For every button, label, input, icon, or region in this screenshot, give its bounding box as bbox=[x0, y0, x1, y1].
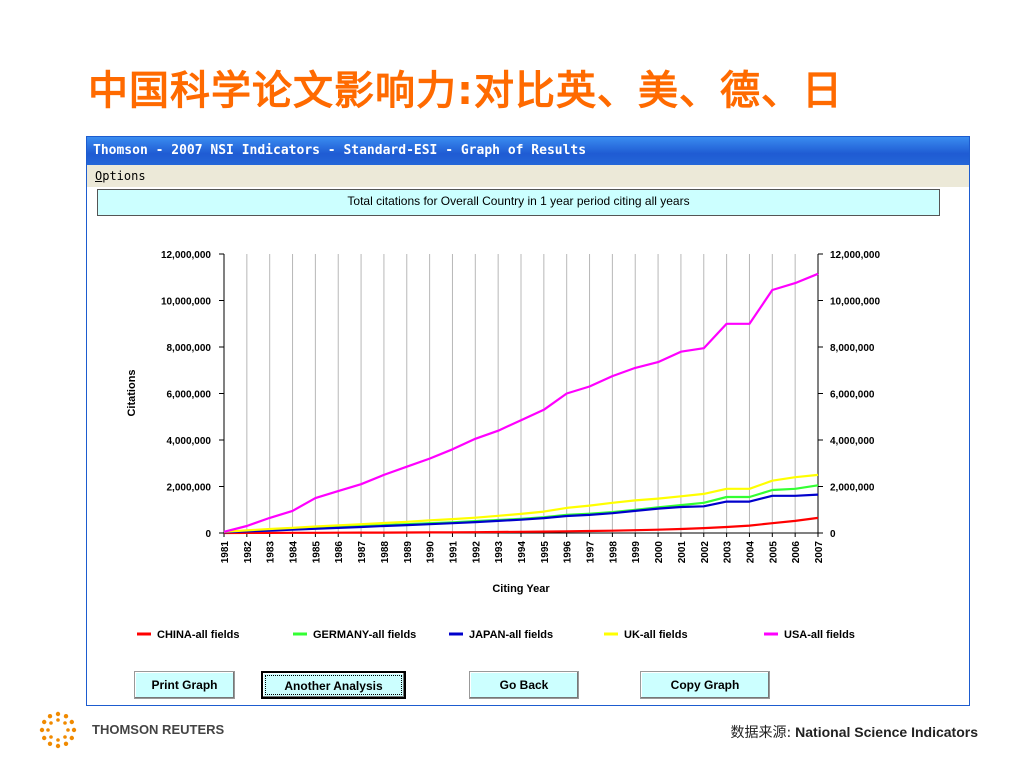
data-source-prefix: 数据来源: bbox=[730, 725, 792, 741]
y-tick-label-right: 8,000,000 bbox=[830, 343, 875, 354]
y-tick-label-left: 12,000,000 bbox=[161, 250, 211, 261]
series-line-china bbox=[223, 516, 819, 535]
legend-label-germany: GERMANY-all fields bbox=[313, 629, 416, 641]
slide-title: 中国科学论文影响力:对比英、美、德、日 bbox=[88, 68, 843, 114]
x-tick-label: 2003 bbox=[723, 541, 734, 564]
x-tick-label: 1983 bbox=[266, 541, 277, 564]
x-tick-label: 1993 bbox=[494, 541, 505, 564]
y-tick-label-right: 2,000,000 bbox=[830, 483, 875, 494]
copy-graph-button[interactable]: Copy Graph bbox=[640, 671, 770, 699]
x-tick-label: 1981 bbox=[220, 541, 231, 564]
y-tick-label-left: 4,000,000 bbox=[167, 436, 212, 447]
x-tick-label: 1985 bbox=[311, 541, 322, 564]
x-tick-label: 1992 bbox=[471, 541, 482, 564]
x-tick-label: 1984 bbox=[289, 541, 300, 564]
y-tick-label-left: 6,000,000 bbox=[167, 390, 212, 401]
series-line-usa bbox=[223, 272, 819, 533]
x-tick-label: 1994 bbox=[517, 541, 528, 564]
legend-label-japan: JAPAN-all fields bbox=[469, 629, 553, 641]
x-tick-label: 2007 bbox=[814, 541, 825, 564]
x-tick-label: 1990 bbox=[426, 541, 437, 564]
citations-line-chart: 0 0 2,000,000 2,000,000 4,000,000 4,000,000 6,… bbox=[126, 250, 880, 641]
series-line-uk bbox=[223, 473, 819, 533]
legend-label-china: CHINA-all fields bbox=[157, 629, 240, 641]
window-titlebar: Thomson - 2007 NSI Indicators - Standard… bbox=[87, 137, 969, 165]
x-tick-label: 2004 bbox=[745, 541, 756, 564]
another-analysis-button[interactable]: Another Analysis bbox=[261, 671, 406, 699]
x-tick-label: 1999 bbox=[631, 541, 642, 564]
x-tick-label: 1996 bbox=[563, 541, 574, 564]
series-line-japan bbox=[223, 493, 819, 534]
thomson-reuters-logo-icon bbox=[39, 711, 77, 749]
x-tick-label: 1991 bbox=[448, 541, 459, 564]
y-tick-label-left: 10,000,000 bbox=[161, 297, 211, 308]
legend-label-uk: UK-all fields bbox=[624, 629, 688, 641]
y-tick-label-right: 6,000,000 bbox=[830, 390, 875, 401]
menu-options-label: ptions bbox=[102, 169, 146, 183]
y-tick-label-right: 10,000,000 bbox=[830, 297, 880, 308]
x-tick-label: 2001 bbox=[677, 541, 688, 564]
chart-title: Total citations for Overall Country in 1… bbox=[97, 189, 940, 216]
y-tick-label-right: 0 bbox=[830, 529, 836, 540]
menu-options[interactable]: Options bbox=[95, 169, 146, 183]
x-tick-label: 2002 bbox=[700, 541, 711, 564]
legend-label-usa: USA-all fields bbox=[784, 629, 855, 641]
go-back-button[interactable]: Go Back bbox=[469, 671, 579, 699]
x-tick-label: 2006 bbox=[791, 541, 802, 564]
x-tick-label: 1998 bbox=[608, 541, 619, 564]
y-tick-label-right: 4,000,000 bbox=[830, 436, 875, 447]
x-axis-title: Citing Year bbox=[492, 583, 550, 595]
y-tick-label-left: 2,000,000 bbox=[167, 483, 212, 494]
x-tick-label: 2000 bbox=[654, 541, 665, 564]
print-graph-button[interactable]: Print Graph bbox=[134, 671, 235, 699]
y-axis-title: Citations bbox=[126, 369, 138, 416]
menu-options-accel: O bbox=[95, 169, 103, 183]
y-tick-label-left: 0 bbox=[205, 529, 211, 540]
results-window: Thomson - 2007 NSI Indicators - Standard… bbox=[86, 136, 970, 706]
data-source: 数据来源: National Science Indicators bbox=[731, 722, 978, 742]
x-tick-label: 1988 bbox=[380, 541, 391, 564]
x-tick-label: 1997 bbox=[586, 541, 597, 564]
x-tick-label: 1995 bbox=[540, 541, 551, 564]
x-tick-label: 2005 bbox=[768, 541, 779, 564]
footer-brand: THOMSON REUTERS bbox=[92, 722, 225, 737]
menubar: Options bbox=[87, 165, 969, 187]
x-tick-label: 1987 bbox=[357, 541, 368, 564]
x-tick-label: 1989 bbox=[403, 541, 414, 564]
x-tick-label: 1986 bbox=[334, 541, 345, 564]
y-tick-label-left: 8,000,000 bbox=[167, 343, 212, 354]
data-source-name: National Science Indicators bbox=[791, 724, 978, 740]
y-tick-label-right: 12,000,000 bbox=[830, 250, 880, 261]
x-tick-label: 1982 bbox=[243, 541, 254, 564]
